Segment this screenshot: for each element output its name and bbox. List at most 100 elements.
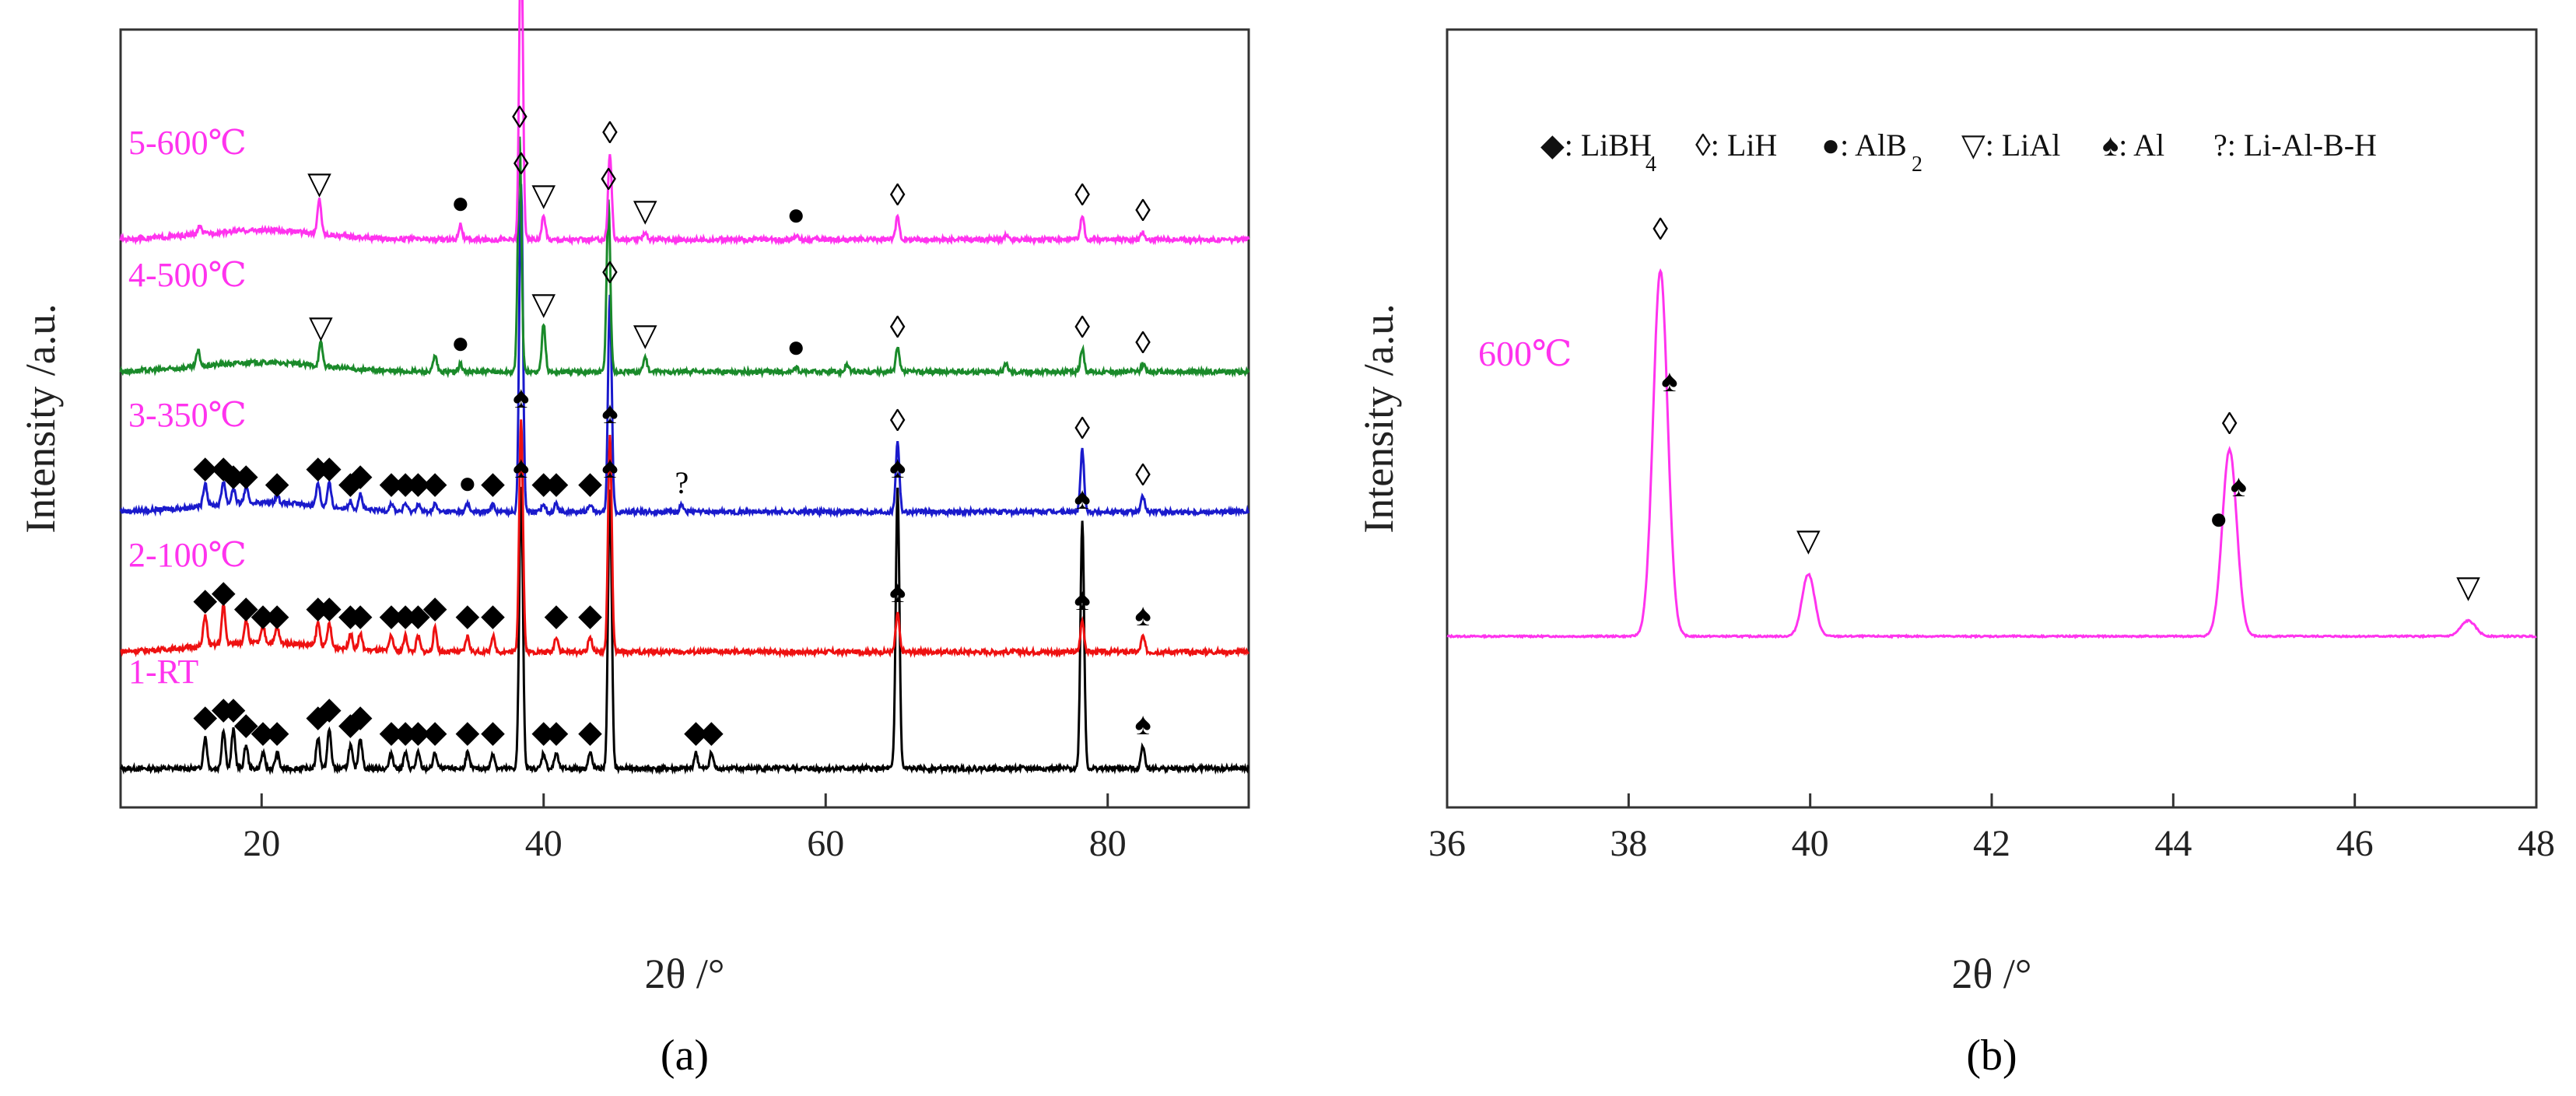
b-series-group	[1446, 268, 2537, 639]
peak-marker: ◆	[338, 465, 363, 500]
peak-marker: ◊	[512, 100, 527, 135]
peak-marker: ◆	[394, 465, 418, 500]
x-tick-label: 40	[1792, 823, 1829, 864]
peak-marker: ◆	[406, 597, 430, 632]
peak-marker: ◆	[338, 597, 363, 632]
b-panel-label: (b)	[1966, 1031, 2017, 1080]
legend-subscript: 4	[1645, 152, 1656, 177]
peak-marker: ◆	[481, 597, 505, 632]
x-tick-label: 20	[243, 823, 280, 864]
peak-marker: ◆	[306, 590, 330, 625]
peak-marker: ◆	[545, 465, 569, 500]
b-series-label: 600℃	[1478, 334, 1572, 373]
peak-marker: ◆	[423, 714, 447, 749]
peak-marker: ●	[787, 197, 805, 232]
b-y-axis-label: Intensity /a.u.	[1355, 303, 1402, 533]
peak-marker: ●	[787, 329, 805, 364]
peak-marker: ◆	[684, 714, 708, 749]
peak-marker: ◆	[212, 574, 236, 609]
legend-item: ◆: LiBH	[1540, 128, 1652, 163]
peak-marker: ◊	[1135, 457, 1151, 492]
peak-marker: ◊	[2222, 406, 2238, 441]
peak-marker: ◆	[423, 590, 447, 625]
peak-marker: ◆	[380, 465, 404, 500]
peak-marker: ◊	[1135, 325, 1151, 360]
peak-marker: ◆	[306, 699, 330, 734]
peak-marker: ◊	[1074, 177, 1090, 212]
peak-marker: ◆	[212, 450, 236, 485]
series-line	[1446, 268, 2537, 639]
series-line	[119, 136, 1250, 379]
a-x-ticks: 20 40 60 80	[243, 793, 1127, 864]
peak-marker: ▽	[309, 310, 333, 345]
peak-marker: ◆	[578, 465, 602, 500]
series-label: 2-100℃	[128, 536, 247, 574]
legend-item: ♠: Al	[2102, 128, 2164, 163]
a-x-axis-label: 2θ /°	[645, 951, 725, 997]
peak-marker: ◆	[578, 714, 602, 749]
peak-marker: ◆	[406, 714, 430, 749]
peak-marker: ◆	[349, 457, 373, 492]
peak-marker: ♠	[513, 450, 529, 485]
peak-marker: ◆	[423, 465, 447, 500]
peak-marker: ◊	[890, 310, 906, 345]
x-tick-label: 80	[1089, 823, 1127, 864]
b-x-axis-label: 2θ /°	[1952, 951, 2032, 997]
peak-marker: ◆	[212, 691, 236, 726]
peak-marker: ◆	[545, 714, 569, 749]
legend-item: ▽: LiAl	[1961, 128, 2060, 163]
x-tick-label: 38	[1610, 823, 1647, 864]
x-tick-label: 60	[807, 823, 844, 864]
peak-marker: ◆	[394, 714, 418, 749]
legend-item: ?: Li-Al-B-H	[2213, 128, 2377, 163]
peak-marker: ◆	[455, 714, 479, 749]
peak-marker: ◊	[601, 162, 616, 197]
peak-marker: ◆	[699, 714, 724, 749]
peak-marker: ▽	[307, 166, 331, 201]
peak-marker: ◊	[1652, 212, 1668, 247]
peak-marker: ♠	[513, 380, 529, 415]
peak-marker: ◆	[317, 450, 342, 485]
peak-marker: ◆	[251, 714, 275, 749]
a-panel-label: (a)	[661, 1031, 709, 1080]
peak-marker: ▽	[531, 177, 556, 212]
peak-marker: ◊	[1074, 411, 1090, 446]
peak-marker: ●	[2210, 501, 2228, 536]
peak-marker: ◆	[306, 450, 330, 485]
peak-marker: ◆	[349, 699, 373, 734]
peak-marker: ◆	[251, 597, 275, 632]
peak-marker: ♠	[2231, 468, 2247, 503]
peak-marker: ▽	[531, 286, 556, 321]
peak-marker: ♠	[889, 574, 906, 609]
b-x-ticks: 36 38 40 42 44 46 48	[1428, 793, 2555, 864]
peak-marker: ▽	[2456, 569, 2480, 604]
series-label: 4-500℃	[128, 256, 247, 294]
peak-marker: ◆	[234, 590, 258, 625]
peak-marker: ◆	[317, 691, 342, 726]
peak-marker: ◊	[1074, 310, 1090, 345]
peak-marker: ◊	[513, 146, 529, 181]
peak-marker: ◆	[545, 597, 569, 632]
peak-marker: ●	[451, 325, 470, 360]
x-tick-label: 46	[2336, 823, 2374, 864]
peak-marker: ◆	[578, 597, 602, 632]
peak-marker: ◆	[265, 714, 289, 749]
peak-marker: ◆	[193, 699, 217, 734]
peak-marker: ◆	[394, 597, 418, 632]
peak-marker: ◆	[481, 714, 505, 749]
peak-marker: ?	[675, 465, 689, 500]
peak-marker: ♠	[1134, 597, 1151, 632]
series-label: 3-350℃	[128, 396, 247, 434]
peak-marker: ◆	[193, 582, 217, 617]
peak-marker: ◆	[380, 597, 404, 632]
peak-marker: ●	[458, 465, 477, 500]
peak-marker: ▽	[633, 193, 657, 228]
series-label: 5-600℃	[128, 124, 247, 162]
peak-marker: ◆	[338, 706, 363, 741]
a-markers-group: ◆◆◆◆◆◆ ◆◆◆◆ ◆◆◆◆ ◆ ◆♠◆◆ ◆♠◆◆♠♠♠◆◆◆◆◆ ◆◆◆◆ ◆◆◆◆ ◆…	[193, 100, 1151, 749]
b-markers-group: ◊ ♠ ▽ ● ◊ ♠ ▽	[1652, 212, 2480, 604]
peak-marker: ◊	[602, 255, 618, 290]
x-tick-label: 44	[2154, 823, 2192, 864]
